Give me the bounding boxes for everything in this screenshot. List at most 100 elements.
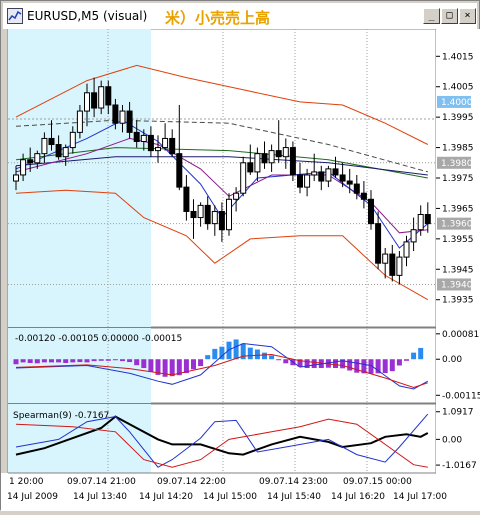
candle-up: [85, 93, 90, 111]
macd-bar-negative: [376, 359, 381, 373]
price-tick-label: 1.3965: [442, 204, 474, 214]
spearman-label: Spearman(9) -0.7167: [13, 411, 109, 421]
candle-up: [418, 215, 423, 230]
macd-bar-negative: [106, 359, 111, 361]
macd-bar-positive: [418, 348, 423, 359]
candle-down: [361, 193, 366, 199]
time-label: 14 Jul 14:20: [139, 492, 193, 502]
price-axis: 1.40151.40051.39951.39851.39751.39651.39…: [436, 52, 474, 305]
candle-down: [191, 211, 196, 217]
macd-bar-negative: [383, 359, 388, 373]
price-tick-label: 1.4015: [442, 52, 474, 62]
price-tick-label: 1.3945: [442, 265, 474, 275]
candle-down: [148, 135, 153, 150]
time-label: 14 Jul 13:40: [73, 492, 127, 502]
price-tick-label: 1.3995: [442, 113, 474, 123]
candle-up: [99, 87, 104, 108]
candle-up: [35, 154, 40, 163]
window-title: EURUSD,M5 (visual): [27, 9, 147, 23]
time-label: 09.07.14 22:00: [157, 477, 226, 487]
candle-up: [141, 135, 146, 141]
macd-bar-positive: [262, 353, 267, 360]
time-label: 14 Jul 2009: [7, 492, 58, 502]
macd-bar-negative: [312, 359, 317, 368]
candle-up: [312, 172, 317, 175]
time-label: 14 Jul 16:20: [331, 492, 385, 502]
candle-up: [156, 148, 161, 151]
candle-up: [77, 111, 82, 132]
price-tag-label: 1.4000: [441, 98, 473, 108]
macd-bar-negative: [14, 359, 19, 364]
maximize-button[interactable]: □: [441, 8, 458, 24]
candle-up: [120, 111, 125, 123]
macd-bar-positive: [411, 353, 416, 360]
candle-up: [255, 154, 260, 172]
price-tick-label: 1.3935: [442, 296, 474, 306]
macd-bar-positive: [255, 350, 260, 360]
candle-down: [170, 138, 175, 153]
macd-bar-negative: [191, 359, 196, 369]
time-label: 14 Jul 15:40: [267, 492, 321, 502]
macd-bar-negative: [347, 359, 352, 370]
macd-bar-negative: [397, 359, 402, 365]
candle-down: [127, 111, 132, 132]
price-tick-label: 1.3985: [442, 144, 474, 154]
candle-up: [70, 132, 75, 147]
macd-label: -0.00120 -0.00105 0.00000 -0.00015: [15, 334, 182, 344]
candle-down: [290, 148, 295, 175]
macd-bar-positive: [269, 355, 274, 359]
candle-down: [340, 175, 345, 181]
candle-up: [198, 205, 203, 217]
candle-down: [347, 181, 352, 184]
macd-bar-negative: [141, 359, 146, 368]
candle-up: [234, 193, 239, 199]
candle-down: [106, 87, 111, 105]
macd-tick-label: -0.00115: [442, 391, 480, 401]
candle-up: [411, 230, 416, 242]
candle-down: [56, 145, 61, 157]
price-scale-bg: [436, 29, 480, 473]
price-tag-label: 1.3980: [441, 159, 473, 169]
macd-bar-negative: [35, 359, 40, 363]
time-label: 1 20:00: [9, 477, 44, 487]
price-tag-label: 1.3960: [441, 220, 473, 230]
spearman-tick-label: 1.0917: [442, 408, 474, 418]
candle-down: [28, 160, 33, 163]
candle-down: [49, 138, 54, 144]
minimize-button[interactable]: _: [423, 8, 440, 24]
candle-up: [283, 148, 288, 157]
candle-down: [134, 132, 139, 141]
candle-up: [21, 160, 26, 175]
macd-bar-negative: [63, 359, 68, 363]
candle-down: [262, 154, 267, 163]
candle-up: [163, 138, 168, 147]
macd-bar-negative: [56, 359, 61, 362]
candle-down: [184, 187, 189, 211]
macd-bar-negative: [92, 359, 97, 361]
close-button[interactable]: ×: [459, 8, 476, 24]
macd-bar-negative: [85, 359, 90, 362]
macd-bar-negative: [113, 359, 118, 360]
time-label: 09.07.14 21:00: [67, 477, 136, 487]
chart-app-icon: [7, 8, 23, 24]
macd-bar-negative: [390, 359, 395, 371]
macd-bar-negative: [127, 359, 132, 362]
candle-down: [219, 211, 224, 229]
macd-tick-label: 0.00: [442, 355, 462, 365]
time-label: 09.07.15 00:00: [343, 477, 412, 487]
candle-up: [269, 151, 274, 163]
macd-bar-negative: [49, 359, 54, 362]
candle-down: [92, 93, 97, 108]
main-highlight-zone: [8, 29, 151, 327]
candle-up: [305, 175, 310, 187]
title-bar[interactable]: EURUSD,M5 (visual) 米）小売売上高 _ □ ×: [3, 3, 477, 29]
candle-up: [383, 254, 388, 263]
macd-bar-positive: [248, 348, 253, 360]
candle-up: [241, 163, 246, 193]
candle-down: [376, 224, 381, 264]
macd-bar-negative: [404, 359, 409, 361]
candle-down: [319, 172, 324, 181]
